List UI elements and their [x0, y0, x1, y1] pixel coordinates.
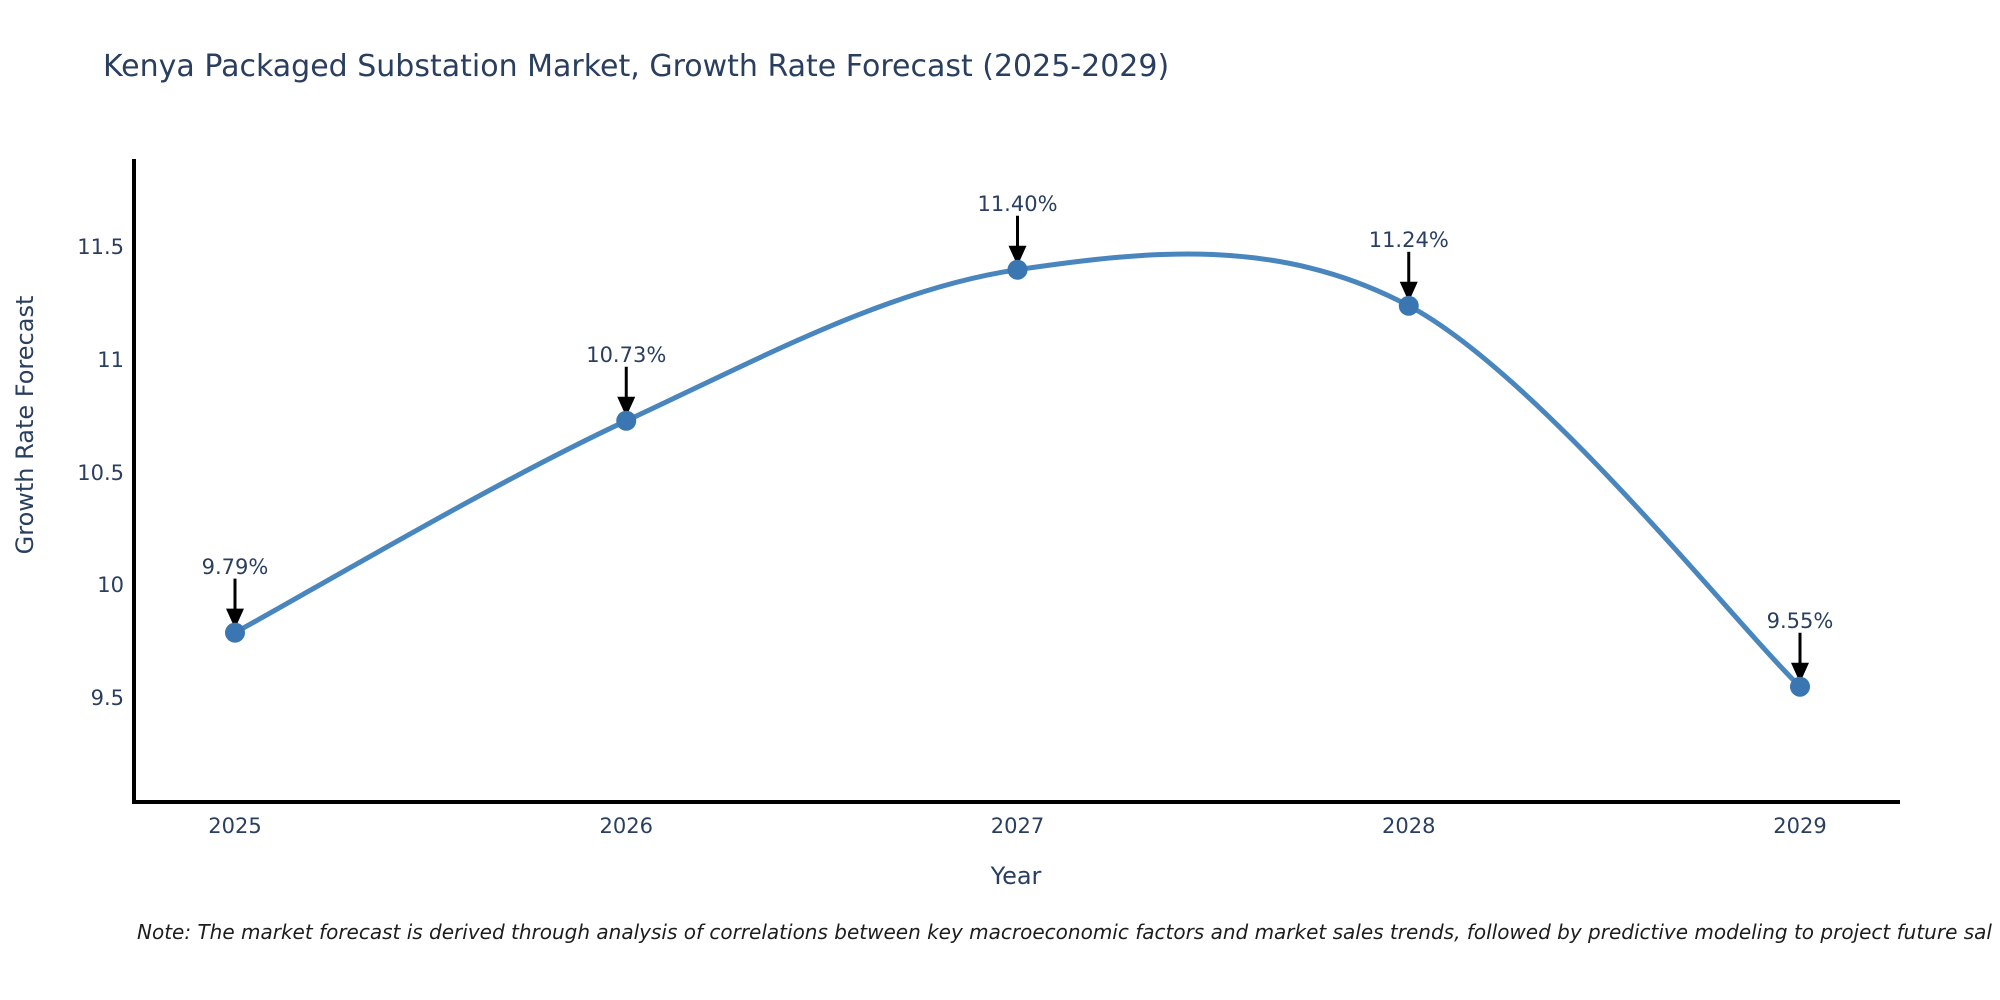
data-point-label: 11.40%: [977, 191, 1058, 216]
data-point-marker: [1398, 295, 1419, 316]
data-point-label: 9.79%: [201, 554, 269, 579]
footnote: Note: The market forecast is derived thr…: [137, 920, 1992, 944]
annotation-arrowhead: [1399, 281, 1418, 302]
y-tick-label: 11: [97, 347, 124, 372]
x-tick-label: 2027: [990, 814, 1045, 838]
data-point-marker: [225, 622, 245, 643]
x-tick-label: 2026: [599, 814, 653, 838]
y-tick-label: 10.5: [77, 460, 124, 485]
data-point-marker: [1007, 259, 1028, 280]
data-point-label: 11.24%: [1368, 227, 1449, 252]
annotation-arrowhead: [226, 608, 244, 629]
x-tick-label: 2029: [1773, 814, 1827, 838]
y-tick-label: 11.5: [77, 235, 124, 260]
data-point-label: 9.55%: [1766, 608, 1834, 633]
annotation-arrowhead: [617, 396, 636, 417]
forecast-line: [233, 251, 1802, 689]
y-axis-title: Growth Rate Forecast: [11, 295, 39, 555]
y-tick-label: 9.5: [90, 686, 124, 710]
x-tick-label: 2028: [1382, 814, 1436, 838]
y-tick-label: 10: [97, 573, 124, 598]
x-tick-label: 2025: [208, 814, 262, 838]
data-point-label: 10.73%: [586, 342, 667, 367]
data-point-marker: [616, 410, 637, 431]
annotation-arrowhead: [1008, 245, 1027, 266]
x-axis-title: Year: [990, 862, 1042, 890]
chart-title: Kenya Packaged Substation Market, Growth…: [103, 49, 1170, 84]
data-point-marker: [1790, 676, 1810, 697]
annotation-arrowhead: [1791, 662, 1809, 683]
